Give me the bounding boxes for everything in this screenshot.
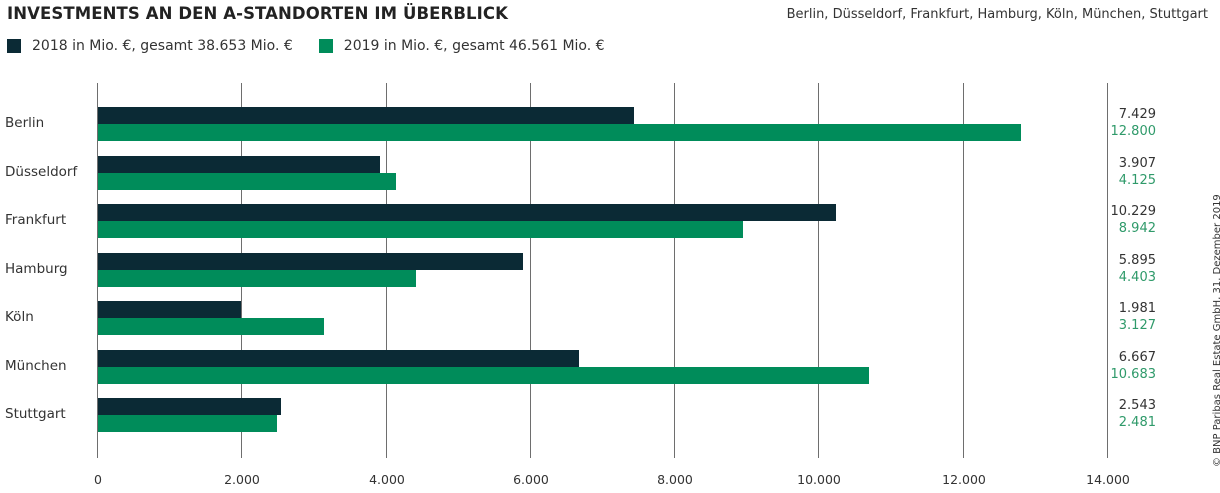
legend-swatch-2018: [7, 39, 21, 53]
x-tick-label: 8.000: [657, 472, 693, 487]
value-label-2019: 3.127: [1118, 318, 1156, 333]
x-tick-label: 0: [94, 472, 102, 487]
legend-item-2018: 2018 in Mio. €, gesamt 38.653 Mio. €: [7, 38, 293, 54]
x-tick-label: 2.000: [224, 472, 260, 487]
bar-2019: [98, 173, 396, 190]
category-label: Berlin: [5, 115, 45, 131]
value-label-2019: 2.481: [1118, 415, 1156, 430]
chart-subtitle: Berlin, Düsseldorf, Frankfurt, Hamburg, …: [786, 7, 1208, 22]
legend-item-2019: 2019 in Mio. €, gesamt 46.561 Mio. €: [318, 38, 605, 54]
bar-2019: [98, 124, 1021, 141]
bar-2018: [98, 107, 634, 124]
legend-label-2018: 2018 in Mio. €, gesamt 38.653 Mio. €: [32, 38, 293, 54]
legend: 2018 in Mio. €, gesamt 38.653 Mio. € 201…: [7, 38, 631, 54]
value-label-2018: 6.667: [1118, 350, 1156, 365]
bar-2019: [98, 318, 324, 335]
chart-title: INVESTMENTS AN DEN A-STANDORTEN IM ÜBERB…: [7, 4, 508, 23]
category-label: Frankfurt: [5, 212, 67, 228]
bar-2018: [98, 204, 836, 221]
bar-2019: [98, 270, 416, 287]
value-label-2018: 2.543: [1118, 398, 1156, 413]
gridline: [97, 83, 98, 458]
copyright-credit: © BNP Paribas Real Estate GmbH, 31. Deze…: [1212, 194, 1220, 467]
bar-2018: [98, 398, 281, 415]
x-tick-label: 12.000: [942, 472, 986, 487]
bar-2019: [98, 367, 869, 384]
category-label: München: [5, 358, 67, 374]
x-tick-label: 4.000: [369, 472, 405, 487]
gridline: [674, 83, 675, 458]
category-label: Hamburg: [5, 261, 68, 277]
bar-2019: [98, 221, 743, 238]
value-label-2019: 8.942: [1118, 221, 1156, 236]
bar-2018: [98, 156, 380, 173]
legend-label-2019: 2019 in Mio. €, gesamt 46.561 Mio. €: [343, 38, 605, 54]
legend-swatch-2019: [318, 39, 333, 53]
value-label-2018: 5.895: [1118, 253, 1156, 268]
value-label-2019: 12.800: [1110, 124, 1157, 139]
bar-2019: [98, 415, 277, 432]
bar-2018: [98, 253, 523, 270]
category-label: Stuttgart: [5, 406, 66, 422]
bar-2018: [98, 350, 579, 367]
gridline: [818, 83, 819, 458]
value-label-2018: 3.907: [1118, 156, 1156, 171]
gridline: [530, 83, 531, 458]
value-label-2019: 4.125: [1118, 173, 1156, 188]
value-label-2019: 10.683: [1110, 367, 1157, 382]
x-tick-label: 6.000: [513, 472, 549, 487]
value-label-2018: 7.429: [1118, 107, 1156, 122]
category-label: Düsseldorf: [5, 164, 78, 180]
gridline: [963, 83, 964, 458]
value-label-2018: 1.981: [1118, 301, 1156, 316]
gridline: [1107, 83, 1108, 458]
category-label: Köln: [5, 309, 34, 325]
x-tick-label: 10.000: [797, 472, 841, 487]
x-tick-label: 14.000: [1086, 472, 1130, 487]
value-label-2019: 4.403: [1118, 270, 1156, 285]
value-label-2018: 10.229: [1110, 204, 1157, 219]
bar-2018: [98, 301, 241, 318]
